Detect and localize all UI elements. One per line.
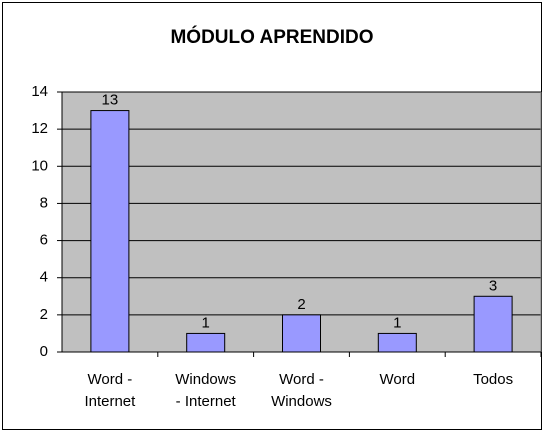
data-label: 1	[393, 314, 401, 331]
chart-title: MÓDULO APRENDIDO	[170, 26, 373, 48]
x-tick-label: Word - Internet	[84, 371, 136, 410]
y-tick-label: 12	[31, 120, 48, 137]
bar	[282, 314, 321, 353]
x-tick-label: Windows - Internet	[175, 371, 237, 410]
x-tick-label: Word	[379, 371, 416, 388]
data-label: 1	[202, 314, 210, 331]
plot-area	[62, 92, 541, 352]
bar	[186, 332, 226, 353]
data-label: 3	[489, 277, 497, 294]
y-tick-label: 8	[40, 194, 48, 211]
y-tick-label: 2	[40, 306, 48, 323]
x-tick-label: Word - Windows	[271, 371, 332, 410]
y-tick-label: 4	[40, 269, 48, 286]
y-tick-label: 0	[40, 343, 48, 360]
data-label: 13	[102, 92, 119, 109]
bar	[377, 332, 417, 353]
y-tick-label: 6	[40, 232, 48, 249]
y-tick-label: 10	[31, 157, 48, 174]
bar	[473, 295, 513, 353]
y-tick-label: 14	[31, 83, 48, 100]
data-label: 2	[297, 296, 305, 313]
bar	[90, 110, 130, 353]
x-tick-label: Todos	[473, 371, 514, 388]
